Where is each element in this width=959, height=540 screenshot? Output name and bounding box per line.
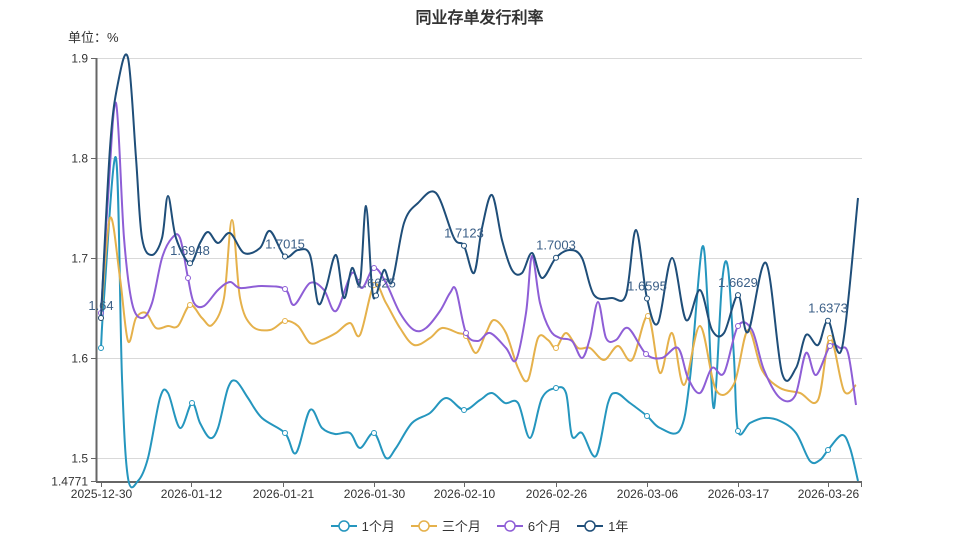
- data-label: 1.7003: [536, 238, 576, 253]
- legend-line-circle-icon: [577, 519, 604, 532]
- data-point-marker[interactable]: [98, 345, 104, 351]
- unit-label: 单位：%: [68, 30, 119, 45]
- series-6个月: [98, 101, 857, 406]
- data-label: 1.7123: [444, 226, 484, 241]
- legend-item-1y[interactable]: 1年: [577, 516, 628, 535]
- data-label: 1.6625: [356, 276, 396, 291]
- x-tick-label: 2026-03-17: [708, 487, 770, 501]
- x-tick-label: 2026-03-06: [617, 487, 679, 501]
- data-point-marker[interactable]: [825, 317, 831, 324]
- data-point-marker[interactable]: [371, 430, 377, 436]
- data-point-marker[interactable]: [735, 428, 741, 434]
- legend-label: 6个月: [527, 519, 562, 534]
- data-point-marker[interactable]: [187, 302, 193, 308]
- data-point-marker[interactable]: [187, 260, 193, 267]
- grid-lines: [96, 58, 862, 459]
- data-point-marker[interactable]: [189, 400, 195, 406]
- legend-label: 三个月: [441, 519, 481, 534]
- data-point-marker[interactable]: [553, 254, 559, 261]
- legend-line-circle-icon: [496, 519, 523, 532]
- data-point-marker[interactable]: [282, 430, 288, 436]
- legend-label: 1个月: [361, 519, 395, 534]
- data-label: 1.6629: [718, 275, 758, 290]
- data-label: 1.6948: [170, 243, 210, 258]
- legend-item-3m[interactable]: 三个月: [410, 516, 481, 535]
- x-tick-label: 2026-02-26: [526, 487, 588, 501]
- y-tick-label: 1.8: [71, 152, 88, 166]
- data-labels: 1.64 1.6948 1.7015 1.6625 1.7123 1.7003 1.6595…: [88, 226, 848, 316]
- data-label: 1.6373: [808, 301, 848, 316]
- legend-line-circle-icon: [410, 519, 437, 532]
- data-point-marker[interactable]: [98, 315, 104, 321]
- series-line[interactable]: [100, 53, 859, 382]
- legend: 1个月 三个月 6个月 1年: [0, 516, 959, 535]
- y-tick-label: 1.5: [71, 452, 88, 466]
- data-point-marker[interactable]: [282, 318, 288, 324]
- series-1年: [98, 53, 859, 382]
- series-line[interactable]: [100, 216, 857, 405]
- data-point-marker[interactable]: [645, 313, 651, 319]
- data-point-marker[interactable]: [373, 292, 379, 299]
- data-point-marker[interactable]: [644, 413, 650, 419]
- data-point-marker[interactable]: [461, 407, 467, 413]
- x-tick-label: 2026-02-10: [434, 487, 496, 501]
- data-point-marker[interactable]: [185, 275, 191, 281]
- data-point-marker[interactable]: [735, 292, 741, 299]
- legend-item-1m[interactable]: 1个月: [330, 516, 395, 535]
- y-tick-label: 1.6: [71, 352, 88, 366]
- y-tick-label: 1.9: [71, 52, 88, 66]
- data-point-marker[interactable]: [825, 447, 831, 453]
- data-point-marker[interactable]: [643, 351, 649, 357]
- x-tick-label: 2026-03-26: [798, 487, 860, 501]
- data-point-marker[interactable]: [282, 253, 288, 260]
- x-tick-label: 2026-01-30: [344, 487, 406, 501]
- legend-line-circle-icon: [330, 519, 357, 532]
- data-point-marker[interactable]: [553, 385, 559, 391]
- series-lines: [98, 53, 859, 489]
- data-point-marker[interactable]: [463, 330, 469, 336]
- data-point-marker[interactable]: [282, 286, 288, 292]
- x-tick-label: 2026-01-21: [253, 487, 315, 501]
- data-label: 1.7015: [265, 237, 305, 252]
- x-tick-label: 2026-01-12: [161, 487, 223, 501]
- legend-label: 1年: [608, 519, 629, 534]
- legend-item-6m[interactable]: 6个月: [496, 516, 562, 535]
- series-1个月: [98, 156, 859, 489]
- data-point-marker[interactable]: [461, 242, 467, 249]
- data-label: 1.6595: [627, 279, 667, 294]
- data-point-marker[interactable]: [827, 343, 833, 349]
- chart-title: 同业存单发行利率: [415, 10, 544, 27]
- x-tick-label: 2025-12-30: [71, 487, 133, 501]
- data-point-marker[interactable]: [827, 335, 833, 341]
- data-point-marker[interactable]: [371, 265, 377, 271]
- data-point-marker[interactable]: [735, 323, 741, 329]
- data-point-marker[interactable]: [553, 345, 559, 351]
- data-point-marker[interactable]: [644, 295, 650, 302]
- y-tick-label: 1.7: [71, 252, 88, 266]
- y-tick-label: 1.4771: [51, 475, 88, 489]
- data-label: 1.64: [88, 298, 113, 313]
